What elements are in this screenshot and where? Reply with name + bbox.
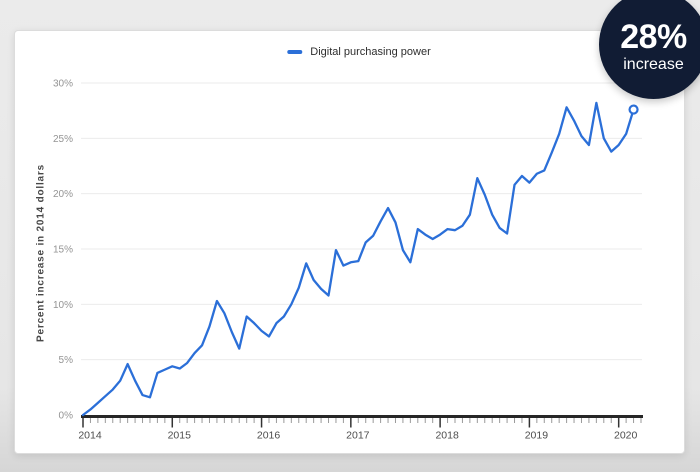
legend-line-swatch [287,50,303,54]
line-chart: 0% 5% 10% 15% 20% 25% 30% 2014 2015 2016 2017 2018 2… [53,79,643,442]
x-tick-label: 2020 [614,430,638,442]
x-tick-label: 2019 [525,430,549,442]
line-series-digital-purchasing-power[interactable] [81,101,635,417]
y-tick-label: 15% [53,245,73,256]
y-tick-label: 30% [53,79,73,90]
badge-label: increase [623,56,684,74]
x-tick-label: 2016 [257,430,281,442]
x-tick-label: 2018 [435,430,459,442]
y-tick-label: 0% [59,411,74,422]
y-tick-label: 10% [53,300,73,311]
chart-card: 0% 5% 10% 15% 20% 25% 30% 2014 2015 2016 2017 2018 2… [14,30,685,454]
y-tick-label: 5% [59,355,74,366]
increase-badge: 28% increase [599,0,700,99]
x-tick-label: 2014 [78,430,102,442]
legend: Digital purchasing power [287,46,431,58]
y-axis-title: Percent increase in 2014 dollars [35,164,47,342]
x-tick-label: 2015 [168,430,192,442]
x-tick-label: 2017 [346,430,370,442]
y-tick-label: 20% [53,189,73,200]
badge-value: 28% [620,18,687,57]
endpoint-marker[interactable] [628,104,639,115]
y-tick-label: 25% [53,134,73,145]
legend-label: Digital purchasing power [310,46,431,58]
